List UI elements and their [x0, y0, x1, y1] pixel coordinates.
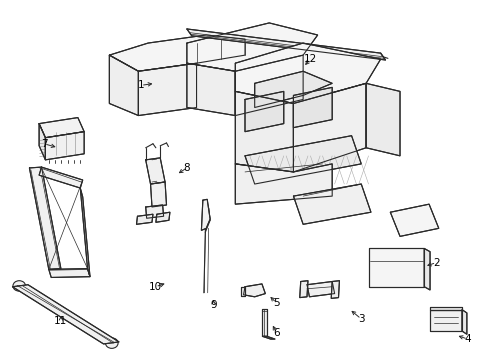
- Circle shape: [105, 338, 118, 348]
- Polygon shape: [187, 29, 386, 60]
- Text: 7: 7: [41, 139, 47, 149]
- Polygon shape: [263, 309, 267, 336]
- Polygon shape: [156, 212, 170, 222]
- Polygon shape: [46, 132, 84, 160]
- Polygon shape: [201, 199, 210, 230]
- Text: 1: 1: [138, 80, 144, 90]
- Text: 5: 5: [273, 298, 280, 308]
- Polygon shape: [109, 35, 245, 71]
- Polygon shape: [187, 63, 235, 116]
- Polygon shape: [49, 269, 90, 278]
- Polygon shape: [109, 55, 138, 116]
- Text: 12: 12: [304, 54, 317, 64]
- Polygon shape: [80, 188, 90, 277]
- Polygon shape: [235, 164, 332, 204]
- Polygon shape: [462, 310, 467, 334]
- Polygon shape: [150, 182, 167, 207]
- Polygon shape: [137, 214, 153, 224]
- Polygon shape: [235, 91, 294, 172]
- Polygon shape: [391, 204, 439, 237]
- Polygon shape: [235, 55, 303, 116]
- Text: 3: 3: [358, 314, 365, 324]
- Polygon shape: [235, 43, 381, 103]
- Polygon shape: [424, 248, 430, 290]
- Polygon shape: [255, 71, 332, 108]
- Polygon shape: [294, 83, 366, 172]
- Polygon shape: [146, 205, 164, 218]
- Polygon shape: [307, 282, 335, 297]
- Polygon shape: [138, 63, 196, 116]
- Polygon shape: [39, 118, 84, 138]
- Polygon shape: [39, 167, 83, 188]
- Text: 4: 4: [465, 334, 471, 344]
- Polygon shape: [366, 83, 400, 156]
- Text: 6: 6: [273, 328, 280, 338]
- Polygon shape: [245, 136, 361, 184]
- Polygon shape: [430, 307, 462, 310]
- Polygon shape: [187, 23, 318, 71]
- Polygon shape: [146, 158, 165, 184]
- Polygon shape: [294, 184, 371, 224]
- Text: 2: 2: [433, 257, 440, 267]
- Polygon shape: [294, 87, 332, 128]
- Polygon shape: [331, 281, 340, 298]
- Polygon shape: [12, 285, 119, 344]
- Text: 8: 8: [184, 163, 190, 173]
- Polygon shape: [245, 91, 284, 132]
- Polygon shape: [241, 287, 245, 296]
- Polygon shape: [29, 167, 61, 269]
- Polygon shape: [430, 310, 462, 331]
- Polygon shape: [300, 281, 308, 298]
- Circle shape: [13, 281, 25, 291]
- Polygon shape: [368, 248, 424, 287]
- Text: 9: 9: [210, 300, 217, 310]
- Text: 11: 11: [54, 316, 68, 326]
- Polygon shape: [263, 336, 275, 339]
- Polygon shape: [39, 123, 46, 160]
- Text: 10: 10: [149, 282, 162, 292]
- Polygon shape: [244, 284, 266, 297]
